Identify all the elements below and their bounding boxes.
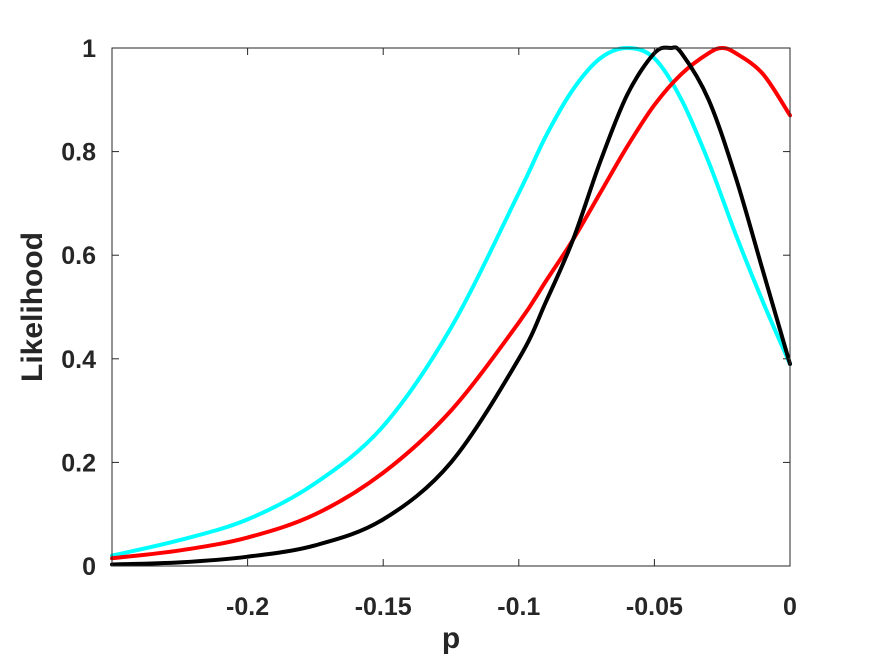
x-tick-label: -0.05 — [626, 593, 683, 621]
y-tick-label: 1 — [82, 35, 96, 63]
x-tick-label: 0 — [783, 593, 797, 621]
y-tick-label: 0.2 — [61, 449, 96, 477]
x-tick-label: -0.15 — [355, 593, 412, 621]
y-tick-label: 0.4 — [61, 346, 96, 374]
y-axis-label: Likelihood — [16, 232, 49, 382]
plot-background — [112, 48, 790, 566]
y-tick-label: 0.8 — [61, 139, 96, 167]
x-tick-label: -0.1 — [497, 593, 540, 621]
series-line-3 — [110, 45, 792, 567]
x-tick-label: -0.2 — [226, 593, 269, 621]
x-axis-label: p — [442, 622, 460, 654]
series-line-1 — [110, 46, 792, 558]
y-tick-label: 0.6 — [61, 242, 96, 270]
y-tick-label: 0 — [82, 553, 96, 581]
plot-frame — [111, 47, 791, 567]
ticks-layer: -0.2 -0.15 -0.1 -0.05 0 0 0.2 0.4 0.6 0.8 1 — [61, 35, 797, 621]
